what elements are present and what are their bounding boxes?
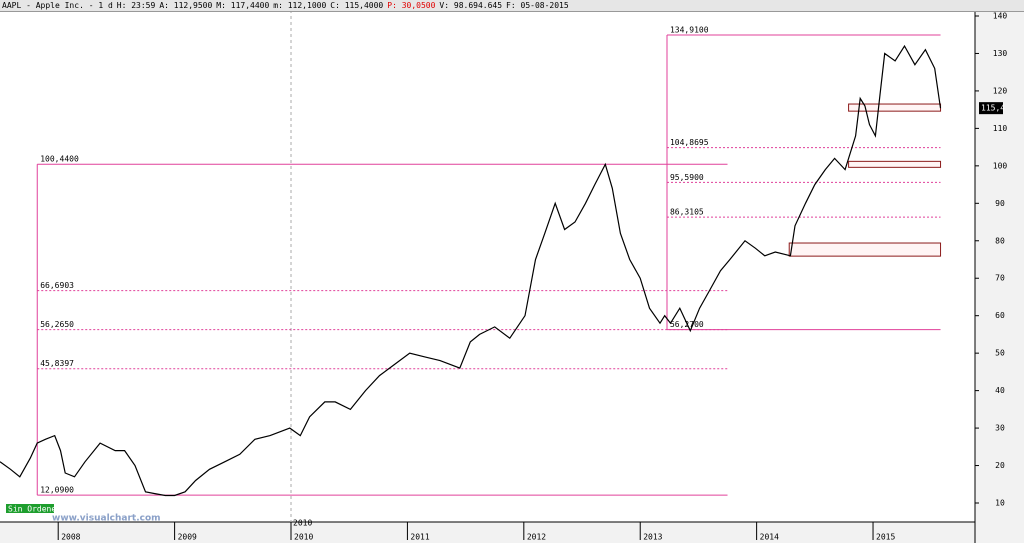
x-tick-label: 2014 <box>760 533 779 542</box>
y-tick-label: 30 <box>995 424 1005 433</box>
x-tick-label: 2015 <box>876 533 895 542</box>
x-tick-label: 2008 <box>61 533 80 542</box>
header-field: AAPL - Apple Inc. - 1 d <box>2 1 113 10</box>
fib-label: 66,6903 <box>40 281 74 290</box>
zone <box>788 242 942 257</box>
header-field: M: 117,4400 <box>216 1 270 10</box>
fib-label: 95,5900 <box>670 173 704 182</box>
y-tick-label: 20 <box>995 461 1005 470</box>
x-axis-area <box>0 522 975 543</box>
fib-label: 134,9100 <box>670 26 709 35</box>
x-tick-label: 2009 <box>178 533 197 542</box>
y-tick-label: 100 <box>993 161 1008 170</box>
header-field: F: 05-08-2015 <box>506 1 569 10</box>
y-tick-label: 140 <box>993 12 1008 20</box>
x-tick-label: 2013 <box>643 533 662 542</box>
y-tick-label: 110 <box>993 124 1008 133</box>
zone <box>848 160 942 168</box>
last-price-box <box>979 102 1003 115</box>
plot-area <box>0 12 975 522</box>
x-tick-label: 2012 <box>527 533 546 542</box>
fib-label: 86,3105 <box>670 208 704 217</box>
price-line <box>0 44 942 497</box>
header-field: V: 98.694.645 <box>439 1 503 10</box>
header-field: C: 115,4000 <box>330 1 384 10</box>
divider-label: 2010 <box>293 519 312 528</box>
y-tick-label: 40 <box>995 386 1005 395</box>
header-field: m: 112,1000 <box>273 1 327 10</box>
last-price-label: 115,4 <box>981 104 1005 113</box>
y-axis-area <box>975 12 1024 543</box>
fib-label: 104,8695 <box>670 138 709 147</box>
header-field: P: 30,0500 <box>387 1 436 10</box>
header-field: A: 112,9500 <box>159 1 213 10</box>
chart: 10 20 30 40 50 60 70 80 90 100 110 120 130 140 2008 200… <box>0 12 1024 543</box>
y-tick-label: 130 <box>993 49 1008 58</box>
x-tick-label: 2011 <box>410 533 429 542</box>
fib-label: 12,0900 <box>40 486 74 495</box>
header-field: H: 23:59 <box>116 1 156 10</box>
y-tick-label: 90 <box>995 199 1005 208</box>
fib-label: 56,2650 <box>40 320 74 329</box>
y-tick-label: 70 <box>995 274 1005 283</box>
y-tick-label: 60 <box>995 311 1005 320</box>
y-tick-label: 10 <box>995 499 1005 508</box>
fib-label: 100,4400 <box>40 155 79 164</box>
badge-box <box>6 504 54 513</box>
fib-label: 45,8397 <box>40 359 74 368</box>
header-bar: AAPL - Apple Inc. - 1 d H: 23:59 A: 112,95… <box>0 0 1024 12</box>
badge: Sin Ordenes <box>8 505 61 514</box>
y-tick-label: 50 <box>995 349 1005 358</box>
x-tick-label: 2010 <box>294 533 313 542</box>
zone <box>848 103 942 112</box>
watermark: www.visualchart.com <box>52 514 161 524</box>
y-tick-label: 80 <box>995 236 1005 245</box>
y-tick-label: 120 <box>993 86 1008 95</box>
